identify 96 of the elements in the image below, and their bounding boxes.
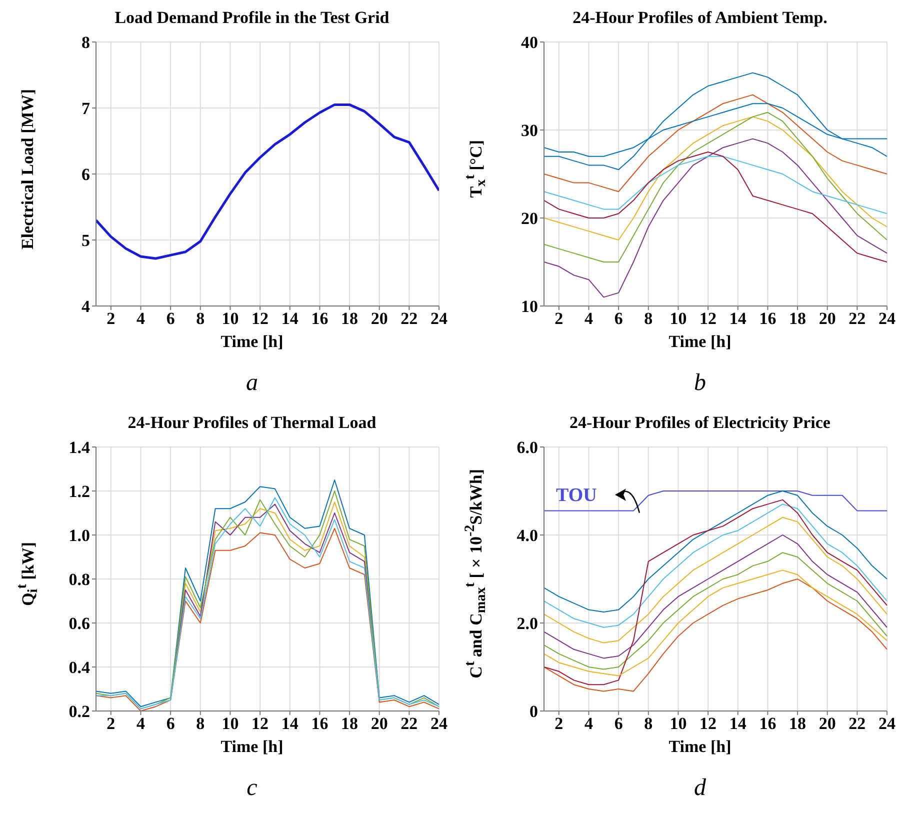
x-tick-label: 14: [729, 309, 747, 328]
chart-title: 24-Hour Profiles of Ambient Temp.: [572, 8, 828, 29]
text: a: [245, 370, 259, 397]
x-tick-label: 16: [311, 714, 328, 734]
x-tick-label: 8: [196, 714, 205, 734]
x-tick-label: 2: [106, 309, 116, 328]
x-tick-label: 12: [700, 714, 717, 734]
chart-title: 24-Hour Profiles of Thermal Load: [126, 413, 378, 434]
x-tick-label: 12: [252, 714, 269, 734]
y-tick-label: 0.2: [68, 702, 90, 722]
x-tick-label: 6: [614, 309, 623, 328]
line-series: [544, 72, 887, 170]
x-tick-label: 8: [644, 714, 653, 734]
x-tick-label: 2: [106, 714, 116, 734]
text: b: [693, 370, 707, 397]
x-tick-label: 8: [644, 309, 653, 328]
y-tick-label: 4: [82, 297, 90, 316]
y-tick-label: 0: [530, 702, 538, 722]
x-tick-label: 20: [370, 309, 388, 328]
y-tick-label: 1.0: [68, 526, 90, 546]
x-tick-label: 6: [614, 714, 623, 734]
line-series: [544, 152, 887, 262]
x-axis-title: Time [h]: [220, 737, 284, 757]
x-tick-label: 14: [281, 714, 299, 734]
x-tick-label: 22: [400, 714, 418, 734]
line-series: [544, 504, 887, 628]
x-tick-label: 2: [554, 714, 564, 734]
x-tick-label: 20: [370, 714, 388, 734]
x-tick-label: 12: [252, 309, 269, 328]
y-tick-label: 4.0: [516, 526, 538, 546]
y-tick-label: 0.6: [68, 614, 90, 634]
line-series: [544, 534, 887, 659]
text: d: [693, 775, 707, 802]
line-series: [544, 578, 887, 692]
x-tick-label: 2: [554, 309, 564, 328]
x-tick-label: 22: [848, 309, 866, 328]
y-tick-label: 8: [82, 33, 90, 52]
x-tick-label: 10: [222, 714, 239, 734]
x-tick-label: 16: [759, 309, 776, 328]
x-tick-label: 18: [341, 714, 358, 734]
y-tick-label: 1.4: [68, 438, 90, 458]
y-tick-label: 20: [521, 209, 538, 228]
line-series: [544, 156, 887, 214]
y-tick-label: 2.0: [516, 614, 538, 634]
x-tick-label: 16: [311, 309, 328, 328]
y-tick-label: 30: [521, 121, 538, 140]
y-axis-title: Electrical Load [MW]: [18, 88, 38, 250]
y-tick-label: 5: [82, 231, 90, 250]
x-axis-title: Time [h]: [668, 332, 732, 352]
line-series: [544, 94, 887, 192]
y-tick-label: 0.4: [68, 658, 90, 678]
y-tick-label: 10: [521, 297, 538, 316]
line-series: [544, 552, 887, 670]
x-tick-label: 24: [878, 714, 896, 734]
x-tick-label: 4: [584, 714, 594, 734]
x-tick-label: 18: [789, 714, 806, 734]
line-series: [96, 103, 439, 260]
x-tick-label: 4: [136, 714, 146, 734]
x-tick-label: 24: [430, 309, 448, 328]
x-tick-label: 22: [848, 714, 866, 734]
y-tick-label: 40: [521, 33, 538, 52]
x-tick-label: 14: [281, 309, 299, 328]
x-tick-label: 6: [166, 309, 175, 328]
x-tick-label: 16: [759, 714, 776, 734]
x-tick-label: 10: [670, 714, 687, 734]
line-series: [544, 570, 887, 676]
x-tick-label: 8: [196, 309, 205, 328]
line-series: [544, 138, 887, 298]
line-series: [544, 112, 887, 262]
x-tick-label: 24: [430, 714, 448, 734]
x-tick-label: 4: [584, 309, 594, 328]
y-tick-label: 6: [82, 165, 90, 184]
chart-title: 24-Hour Profiles of Electricity Price: [568, 413, 832, 434]
x-axis-title: Time [h]: [220, 332, 284, 352]
text: c: [246, 775, 258, 802]
chart-title: Load Demand Profile in the Test Grid: [114, 8, 390, 29]
x-tick-label: 10: [670, 309, 687, 328]
x-axis-title: Time [h]: [668, 737, 732, 757]
x-tick-label: 18: [341, 309, 358, 328]
x-tick-label: 20: [818, 714, 836, 734]
x-tick-label: 20: [818, 309, 836, 328]
series-label: TOU: [556, 484, 598, 506]
x-tick-label: 10: [222, 309, 239, 328]
y-tick-label: 7: [82, 99, 90, 118]
x-tick-label: 22: [400, 309, 418, 328]
y-tick-label: 0.8: [68, 570, 90, 590]
line-series: [544, 116, 887, 240]
x-tick-label: 12: [700, 309, 717, 328]
x-tick-label: 4: [136, 309, 146, 328]
x-tick-label: 24: [878, 309, 896, 328]
x-tick-label: 18: [789, 309, 806, 328]
x-tick-label: 14: [729, 714, 747, 734]
x-tick-label: 6: [166, 714, 175, 734]
y-tick-label: 6.0: [516, 438, 538, 458]
line-series: [544, 516, 887, 644]
y-tick-label: 1.2: [68, 482, 90, 502]
